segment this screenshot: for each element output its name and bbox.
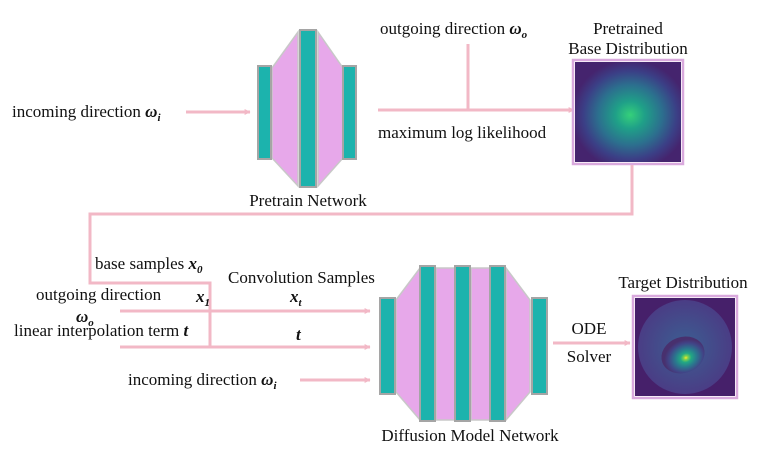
network-trapezoid bbox=[470, 267, 491, 421]
network-trapezoid bbox=[395, 265, 421, 423]
network-layer bbox=[257, 65, 272, 160]
incoming-direction-label-bottom: incoming direction ωi bbox=[128, 370, 277, 392]
network-layer bbox=[531, 297, 548, 395]
base-samples-label: base samples x0 bbox=[95, 254, 203, 276]
outgoing-direction-label-top: outgoing direction ωo bbox=[380, 19, 528, 41]
convolution-samples-label: Convolution Samples bbox=[228, 268, 375, 287]
outgoing-direction-label: outgoing direction bbox=[36, 285, 162, 304]
x1-label: x1 bbox=[195, 287, 210, 309]
ode-label: ODE bbox=[572, 319, 607, 338]
pretrained-title-line1: Pretrained bbox=[593, 19, 663, 38]
network-trapezoid bbox=[505, 265, 531, 423]
diffusion-network-label: Diffusion Model Network bbox=[381, 426, 559, 445]
network-layer bbox=[342, 65, 357, 160]
t-label: t bbox=[296, 325, 302, 344]
target-title: Target Distribution bbox=[618, 273, 748, 292]
network-layer bbox=[379, 297, 396, 395]
network-trapezoid bbox=[317, 29, 344, 188]
base-distribution-heatmap bbox=[575, 62, 681, 162]
pretrain-network bbox=[257, 29, 357, 188]
diffusion-network bbox=[379, 265, 548, 423]
network-layer bbox=[299, 29, 317, 188]
pretrained-title-line2: Base Distribution bbox=[568, 39, 688, 58]
network-layer bbox=[454, 265, 471, 422]
omega-o-label: ωo bbox=[76, 307, 94, 329]
mle-label: maximum log likelihood bbox=[378, 123, 547, 142]
linear-interp-label: linear interpolation term t bbox=[14, 321, 189, 340]
network-trapezoid bbox=[435, 267, 456, 421]
xt-label: xt bbox=[289, 287, 303, 309]
incoming-direction-label-top: incoming direction ωi bbox=[12, 102, 161, 124]
network-layer bbox=[489, 265, 506, 422]
pretrain-network-label: Pretrain Network bbox=[249, 191, 367, 210]
network-layer bbox=[419, 265, 436, 422]
solver-label: Solver bbox=[567, 347, 612, 366]
target-distribution-peak bbox=[661, 336, 705, 374]
network-trapezoid bbox=[271, 29, 299, 188]
